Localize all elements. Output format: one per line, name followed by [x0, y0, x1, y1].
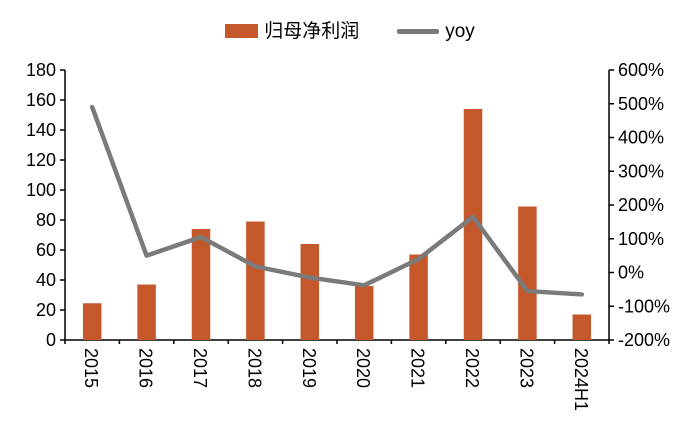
x-axis-label: 2022: [462, 348, 482, 388]
right-axis-tick-label: 100%: [618, 229, 664, 249]
x-axis-label-group: 2016: [136, 348, 156, 388]
right-axis-tick-label: -100%: [618, 296, 670, 316]
left-axis-tick-label: 180: [26, 60, 56, 80]
right-axis-tick-label: 200%: [618, 195, 664, 215]
x-axis-label-group: 2018: [244, 348, 264, 388]
bar-net-profit: [518, 206, 537, 340]
bar-net-profit: [354, 286, 374, 340]
x-axis-label-group: 2022: [462, 348, 482, 388]
right-axis-tick-label: 0%: [618, 263, 644, 283]
x-axis-label-group: 2020: [353, 348, 373, 388]
left-axis-tick-label: 40: [36, 270, 56, 290]
x-axis-label: 2019: [299, 348, 319, 388]
legend-item-net-profit: 归母净利润: [225, 22, 359, 41]
right-axis-tick-label: 600%: [618, 60, 664, 80]
left-axis-tick-label: 60: [36, 240, 56, 260]
bar-net-profit: [82, 303, 102, 340]
right-axis-tick-label: 300%: [618, 161, 664, 181]
chart-legend: 归母净利润 yoy: [0, 16, 700, 46]
legend-label-yoy: yoy: [445, 20, 475, 42]
legend-item-yoy: yoy: [397, 22, 475, 41]
x-axis-label-group: 2019: [299, 348, 319, 388]
bar-net-profit: [572, 314, 592, 340]
bar-swatch-icon: [225, 24, 259, 38]
left-axis-tick-label: 140: [26, 120, 56, 140]
x-axis-label-group: 2024H1: [571, 348, 591, 411]
x-axis-label: 2018: [244, 348, 264, 388]
x-axis-label: 2017: [190, 348, 210, 388]
line-swatch-icon: [397, 28, 440, 34]
right-axis-tick-label: 400%: [618, 128, 664, 148]
x-axis-label-group: 2015: [81, 348, 101, 388]
x-axis-label: 2016: [136, 348, 156, 388]
x-axis-label-group: 2017: [190, 348, 210, 388]
yoy-line: [89, 104, 585, 297]
x-axis-label: 2021: [408, 348, 428, 388]
bar-net-profit: [300, 244, 320, 340]
left-axis-tick-label: 0: [46, 330, 56, 350]
bar-net-profit: [137, 284, 156, 340]
left-axis-tick-label: 20: [36, 300, 56, 320]
bar-net-profit: [409, 254, 428, 340]
left-axis-tick-label: 100: [26, 180, 56, 200]
bar-net-profit: [246, 221, 265, 340]
x-axis-label-group: 2021: [408, 348, 428, 388]
right-axis-tick-label: -200%: [618, 330, 670, 350]
bar-net-profit: [191, 229, 211, 340]
left-axis-tick-label: 80: [36, 210, 56, 230]
bar-net-profit: [463, 109, 483, 340]
x-axis-label: 2023: [516, 348, 536, 388]
left-axis-tick-label: 120: [26, 150, 56, 170]
x-axis-label: 2024H1: [571, 348, 591, 411]
x-axis-label-group: 2023: [516, 348, 536, 388]
left-axis-tick-label: 160: [26, 90, 56, 110]
x-axis-label: 2015: [81, 348, 101, 388]
legend-label-net-profit: 归母净利润: [264, 20, 360, 42]
x-axis-label: 2020: [353, 348, 373, 388]
right-axis-tick-label: 500%: [618, 94, 664, 114]
